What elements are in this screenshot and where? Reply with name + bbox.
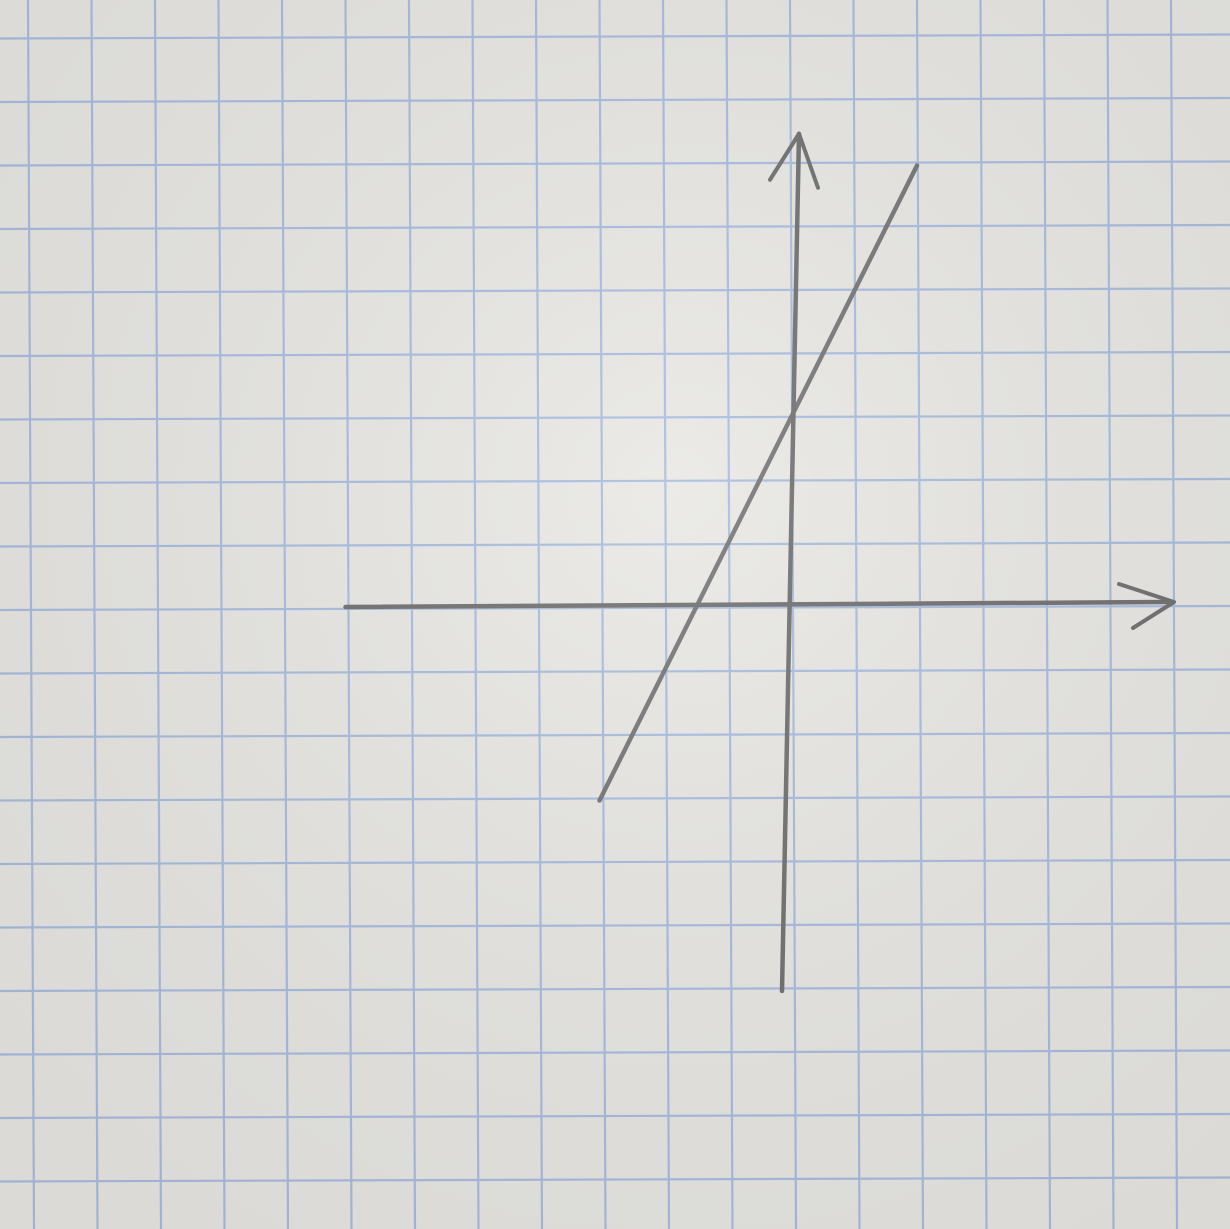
paper-shading	[0, 0, 1230, 1229]
graph-paper-sheet	[0, 0, 1230, 1229]
coordinate-plane-drawing	[0, 0, 1230, 1229]
